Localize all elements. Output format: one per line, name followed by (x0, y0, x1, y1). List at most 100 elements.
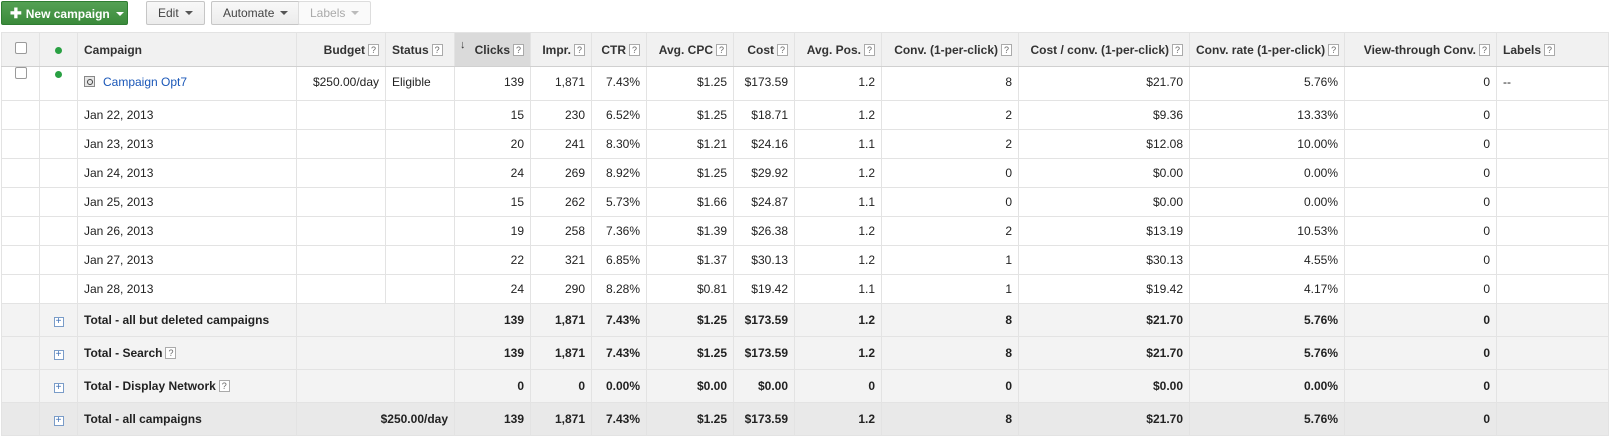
clicks-cell: 0 (454, 369, 531, 403)
empty-cell (39, 274, 78, 304)
row-checkbox[interactable] (14, 67, 27, 79)
help-icon[interactable]: ? (864, 43, 875, 56)
labels-cell[interactable]: -- (1496, 66, 1609, 101)
clicks-cell: 139 (454, 336, 531, 370)
help-icon[interactable]: ? (1172, 43, 1183, 56)
help-icon[interactable]: ? (777, 43, 788, 56)
expand-cell: + (39, 402, 78, 436)
col-avg-pos-label: Avg. Pos. (806, 42, 861, 57)
automate-button[interactable]: Automate (211, 1, 301, 25)
total-row: + Total - Display Network? 0 0 0.00% $0.00 $0.… (1, 369, 1609, 403)
avg-cpc-cell: $1.66 (646, 187, 734, 217)
campaign-name-cell: Campaign Opt7 (77, 66, 297, 101)
expand-icon[interactable]: + (53, 317, 64, 327)
total-row: + Total - all campaigns $250.00/day 139 1,87… (1, 402, 1609, 436)
clicks-cell: 139 (454, 402, 531, 436)
help-icon[interactable]: ? (1001, 43, 1012, 56)
empty-cell (1, 303, 40, 337)
avg-pos-cell: 1.1 (794, 129, 882, 159)
expand-icon[interactable]: + (53, 416, 64, 426)
cost-conv-cell: $21.70 (1018, 66, 1190, 101)
col-conv-label: Conv. (1-per-click) (894, 42, 998, 57)
help-icon[interactable]: ? (165, 347, 177, 359)
help-icon[interactable]: ? (574, 43, 585, 56)
campaign-row: Campaign Opt7 $250.00/day Eligible 139 1… (1, 66, 1609, 101)
cost-conv-cell: $0.00 (1018, 187, 1190, 217)
col-conv[interactable]: Conv. (1-per-click)? (881, 32, 1019, 67)
expand-icon[interactable]: + (53, 383, 64, 393)
col-ctr[interactable]: CTR? (591, 32, 647, 67)
conv-rate-cell: 10.00% (1189, 129, 1345, 159)
enabled-status-icon[interactable] (55, 71, 62, 78)
ctr-cell: 6.52% (591, 100, 647, 130)
col-impr[interactable]: Impr.? (530, 32, 592, 67)
col-campaign[interactable]: Campaign (77, 32, 297, 67)
col-avg-cpc[interactable]: Avg. CPC? (646, 32, 734, 67)
budget-cell[interactable]: $250.00/day (296, 66, 386, 101)
labels-button[interactable]: Labels (298, 1, 372, 25)
avg-pos-cell: 1.1 (794, 274, 882, 304)
col-cost-label: Cost (747, 42, 774, 57)
budget-cell (296, 303, 455, 337)
edit-label: Edit (158, 6, 179, 20)
avg-pos-cell: 1.2 (794, 100, 882, 130)
cost-conv-cell: $12.08 (1018, 129, 1190, 159)
status-cell (385, 245, 455, 275)
col-budget[interactable]: Budget? (296, 32, 386, 67)
total-row: + Total - all but deleted campaigns 139 1,8… (1, 303, 1609, 337)
impr-cell: 230 (530, 100, 592, 130)
col-cost-conv[interactable]: Cost / conv. (1-per-click)? (1018, 32, 1190, 67)
col-clicks[interactable]: ↓ Clicks? (454, 32, 531, 67)
col-conv-rate[interactable]: Conv. rate (1-per-click)? (1189, 32, 1345, 67)
avg-cpc-cell: $1.25 (646, 100, 734, 130)
edit-button[interactable]: Edit (146, 1, 205, 25)
select-all-checkbox[interactable] (14, 42, 27, 54)
date-cell: Jan 25, 2013 (77, 187, 297, 217)
new-campaign-label: New campaign (25, 7, 110, 21)
help-icon[interactable]: ? (218, 380, 230, 392)
col-avg-cpc-label: Avg. CPC (658, 42, 713, 57)
expand-cell: + (39, 336, 78, 370)
impr-cell: 0 (530, 369, 592, 403)
col-cost[interactable]: Cost? (733, 32, 795, 67)
help-icon[interactable]: ? (513, 43, 524, 56)
avg-cpc-cell: $1.39 (646, 216, 734, 246)
conv-rate-cell: 5.76% (1189, 303, 1345, 337)
conv-cell: 8 (881, 402, 1019, 436)
view-through-cell: 0 (1344, 216, 1497, 246)
help-icon[interactable]: ? (629, 43, 640, 56)
col-avg-pos[interactable]: Avg. Pos.? (794, 32, 882, 67)
cost-conv-cell: $0.00 (1018, 158, 1190, 188)
campaign-link[interactable]: Campaign Opt7 (103, 75, 188, 89)
conv-cell: 1 (881, 274, 1019, 304)
col-budget-label: Budget (323, 42, 365, 57)
cost-cell: $30.13 (733, 245, 795, 275)
empty-cell (1, 336, 40, 370)
date-cell: Jan 23, 2013 (77, 129, 297, 159)
budget-cell: $250.00/day (296, 402, 455, 436)
ctr-cell: 5.73% (591, 187, 647, 217)
help-icon[interactable]: ? (1544, 43, 1556, 56)
col-status[interactable]: Status? (385, 32, 455, 67)
col-labels[interactable]: Labels? (1496, 32, 1609, 67)
impr-cell: 1,871 (530, 336, 592, 370)
chevron-down-icon (184, 11, 193, 15)
labels-cell (1496, 216, 1609, 246)
labels-cell (1496, 303, 1609, 337)
cost-cell: $0.00 (733, 369, 795, 403)
col-view-through[interactable]: View-through Conv.? (1344, 32, 1497, 67)
empty-cell (1, 402, 40, 436)
help-icon[interactable]: ? (1328, 43, 1340, 56)
empty-cell (1, 245, 40, 275)
labels-cell (1496, 402, 1609, 436)
empty-cell (39, 216, 78, 246)
ctr-cell: 7.43% (591, 303, 647, 337)
help-icon[interactable]: ? (368, 43, 379, 56)
col-clicks-label: Clicks (474, 42, 510, 57)
expand-icon[interactable]: + (53, 350, 64, 360)
help-icon[interactable]: ? (431, 43, 443, 56)
help-icon[interactable]: ? (1479, 43, 1490, 56)
new-campaign-button[interactable]: ✚ New campaign (1, 1, 128, 25)
avg-pos-cell: 1.2 (794, 336, 882, 370)
help-icon[interactable]: ? (716, 43, 727, 56)
